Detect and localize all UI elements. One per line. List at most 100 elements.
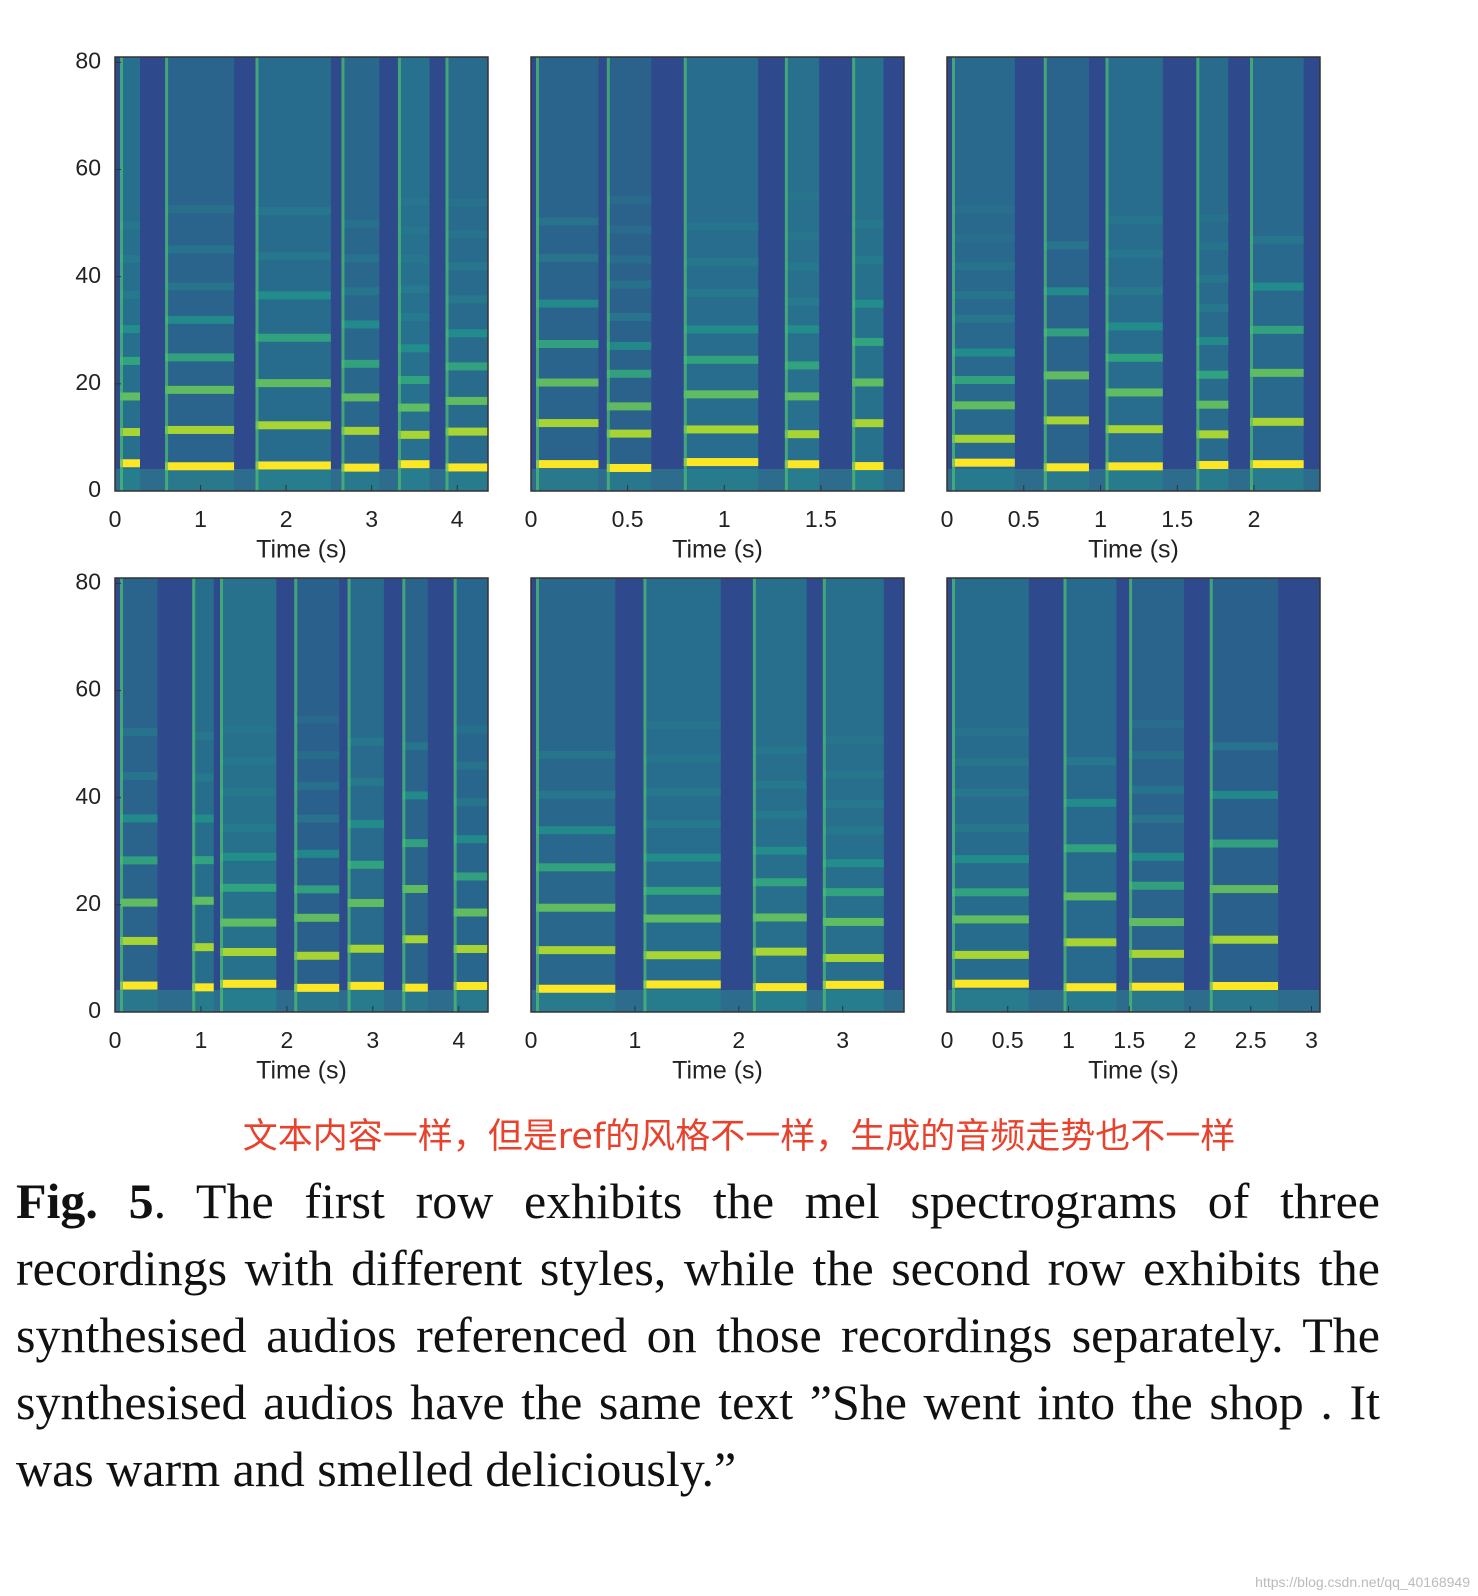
harmonic bbox=[643, 980, 721, 989]
harmonic bbox=[784, 361, 820, 370]
axes-frame bbox=[946, 56, 1321, 492]
harmonic bbox=[255, 421, 331, 430]
voiced-band bbox=[341, 57, 380, 491]
onset-line bbox=[536, 57, 539, 491]
harmonic bbox=[822, 826, 884, 835]
harmonic bbox=[1043, 463, 1089, 472]
onset-line bbox=[683, 57, 687, 491]
harmonic bbox=[784, 297, 820, 306]
voiced-band bbox=[1249, 57, 1304, 491]
harmonic bbox=[192, 773, 214, 782]
harmonic bbox=[294, 751, 340, 760]
onset-line bbox=[220, 578, 224, 1012]
harmonic bbox=[120, 290, 141, 299]
harmonic bbox=[952, 434, 1015, 443]
harmonic bbox=[606, 369, 652, 378]
spectrogram bbox=[947, 578, 1320, 1012]
x-tick-label: 1 bbox=[195, 1027, 208, 1053]
voiced-band bbox=[643, 578, 721, 1012]
harmonic bbox=[1209, 790, 1279, 799]
onset-line bbox=[192, 578, 196, 1012]
harmonic bbox=[606, 463, 652, 472]
harmonic bbox=[120, 325, 141, 334]
harmonic bbox=[341, 320, 380, 329]
axes-frame bbox=[946, 577, 1321, 1013]
harmonic bbox=[643, 721, 721, 730]
harmonic bbox=[397, 403, 430, 412]
harmonic bbox=[1129, 881, 1184, 890]
harmonic bbox=[536, 750, 616, 759]
voiced-band bbox=[822, 578, 884, 1012]
harmonic bbox=[852, 337, 884, 346]
voiced-band bbox=[294, 578, 340, 1012]
harmonic bbox=[752, 947, 807, 956]
x-tick-label: 2 bbox=[280, 506, 293, 532]
harmonic bbox=[536, 946, 616, 955]
harmonic bbox=[341, 287, 380, 296]
harmonic bbox=[220, 823, 277, 832]
voiced-band bbox=[1063, 578, 1117, 1012]
harmonic bbox=[852, 462, 884, 471]
harmonic bbox=[1249, 368, 1304, 377]
harmonic bbox=[606, 195, 652, 204]
harmonic bbox=[397, 226, 430, 235]
harmonic bbox=[341, 254, 380, 263]
harmonic bbox=[536, 460, 599, 469]
harmonic bbox=[1063, 938, 1117, 947]
harmonic bbox=[120, 459, 141, 468]
harmonic bbox=[952, 205, 1015, 214]
harmonic bbox=[397, 285, 430, 294]
onset-line bbox=[536, 578, 539, 1012]
onset-line bbox=[1249, 57, 1253, 491]
harmonic bbox=[445, 427, 488, 436]
harmonic bbox=[784, 392, 820, 401]
onset-line bbox=[1063, 578, 1067, 1012]
harmonic bbox=[192, 943, 214, 952]
harmonic bbox=[683, 289, 759, 298]
harmonic bbox=[1209, 742, 1279, 751]
harmonic bbox=[341, 359, 380, 368]
x-tick-label: 3 bbox=[365, 506, 378, 532]
harmonic bbox=[752, 780, 807, 789]
harmonic bbox=[683, 325, 759, 334]
voiced-band bbox=[1129, 578, 1184, 1012]
harmonic bbox=[1043, 328, 1089, 337]
x-tick-label: 4 bbox=[452, 1027, 465, 1053]
harmonic bbox=[1105, 425, 1163, 434]
x-tick-label: 2 bbox=[732, 1027, 745, 1053]
onset-line bbox=[347, 578, 351, 1012]
y-tick-label: 80 bbox=[75, 568, 101, 594]
harmonic bbox=[1129, 949, 1184, 958]
harmonic bbox=[822, 953, 884, 962]
harmonic bbox=[952, 915, 1029, 924]
harmonic bbox=[683, 258, 759, 267]
harmonic bbox=[1063, 892, 1117, 901]
harmonic bbox=[606, 341, 652, 350]
harmonic bbox=[952, 234, 1015, 243]
harmonic bbox=[952, 888, 1029, 897]
harmonic bbox=[165, 282, 235, 291]
harmonic bbox=[120, 856, 158, 865]
harmonic bbox=[952, 375, 1015, 384]
harmonic bbox=[347, 944, 384, 953]
harmonic bbox=[643, 787, 721, 796]
x-tick-label: 1 bbox=[718, 506, 731, 532]
voiced-band bbox=[784, 57, 820, 491]
y-tick-label: 20 bbox=[75, 369, 101, 395]
harmonic bbox=[165, 462, 235, 471]
harmonic bbox=[1063, 757, 1117, 766]
harmonic bbox=[402, 839, 428, 848]
harmonic bbox=[120, 392, 141, 401]
harmonic bbox=[784, 231, 820, 240]
harmonic bbox=[606, 429, 652, 438]
harmonic bbox=[1196, 304, 1229, 313]
harmonic bbox=[1063, 844, 1117, 853]
harmonic bbox=[952, 401, 1015, 410]
voiced-band bbox=[397, 57, 430, 491]
harmonic bbox=[822, 735, 884, 744]
x-tick-label: 3 bbox=[366, 1027, 379, 1053]
harmonic bbox=[1043, 241, 1089, 250]
harmonic bbox=[606, 312, 652, 321]
x-tick-label: 0 bbox=[941, 1027, 954, 1053]
harmonic bbox=[952, 728, 1029, 737]
